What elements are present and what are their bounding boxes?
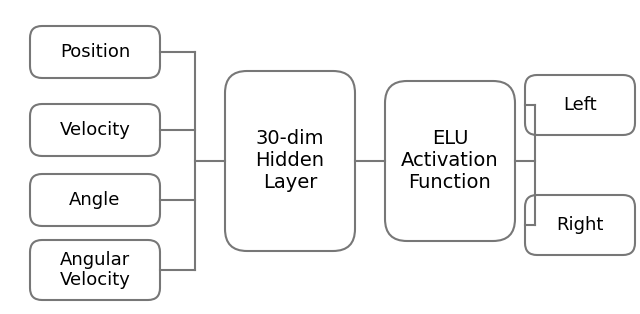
Text: 30-dim
Hidden
Layer: 30-dim Hidden Layer (255, 129, 324, 192)
Text: Velocity: Velocity (60, 121, 131, 139)
FancyBboxPatch shape (30, 104, 160, 156)
Text: Angle: Angle (69, 191, 121, 209)
Text: Right: Right (556, 216, 604, 234)
Text: Left: Left (563, 96, 597, 114)
FancyBboxPatch shape (525, 195, 635, 255)
Text: Position: Position (60, 43, 130, 61)
FancyBboxPatch shape (30, 26, 160, 78)
Text: ELU
Activation
Function: ELU Activation Function (401, 129, 499, 192)
FancyBboxPatch shape (30, 240, 160, 300)
Text: Angular
Velocity: Angular Velocity (60, 251, 131, 290)
FancyBboxPatch shape (225, 71, 355, 251)
FancyBboxPatch shape (385, 81, 515, 241)
FancyBboxPatch shape (525, 75, 635, 135)
FancyBboxPatch shape (30, 174, 160, 226)
